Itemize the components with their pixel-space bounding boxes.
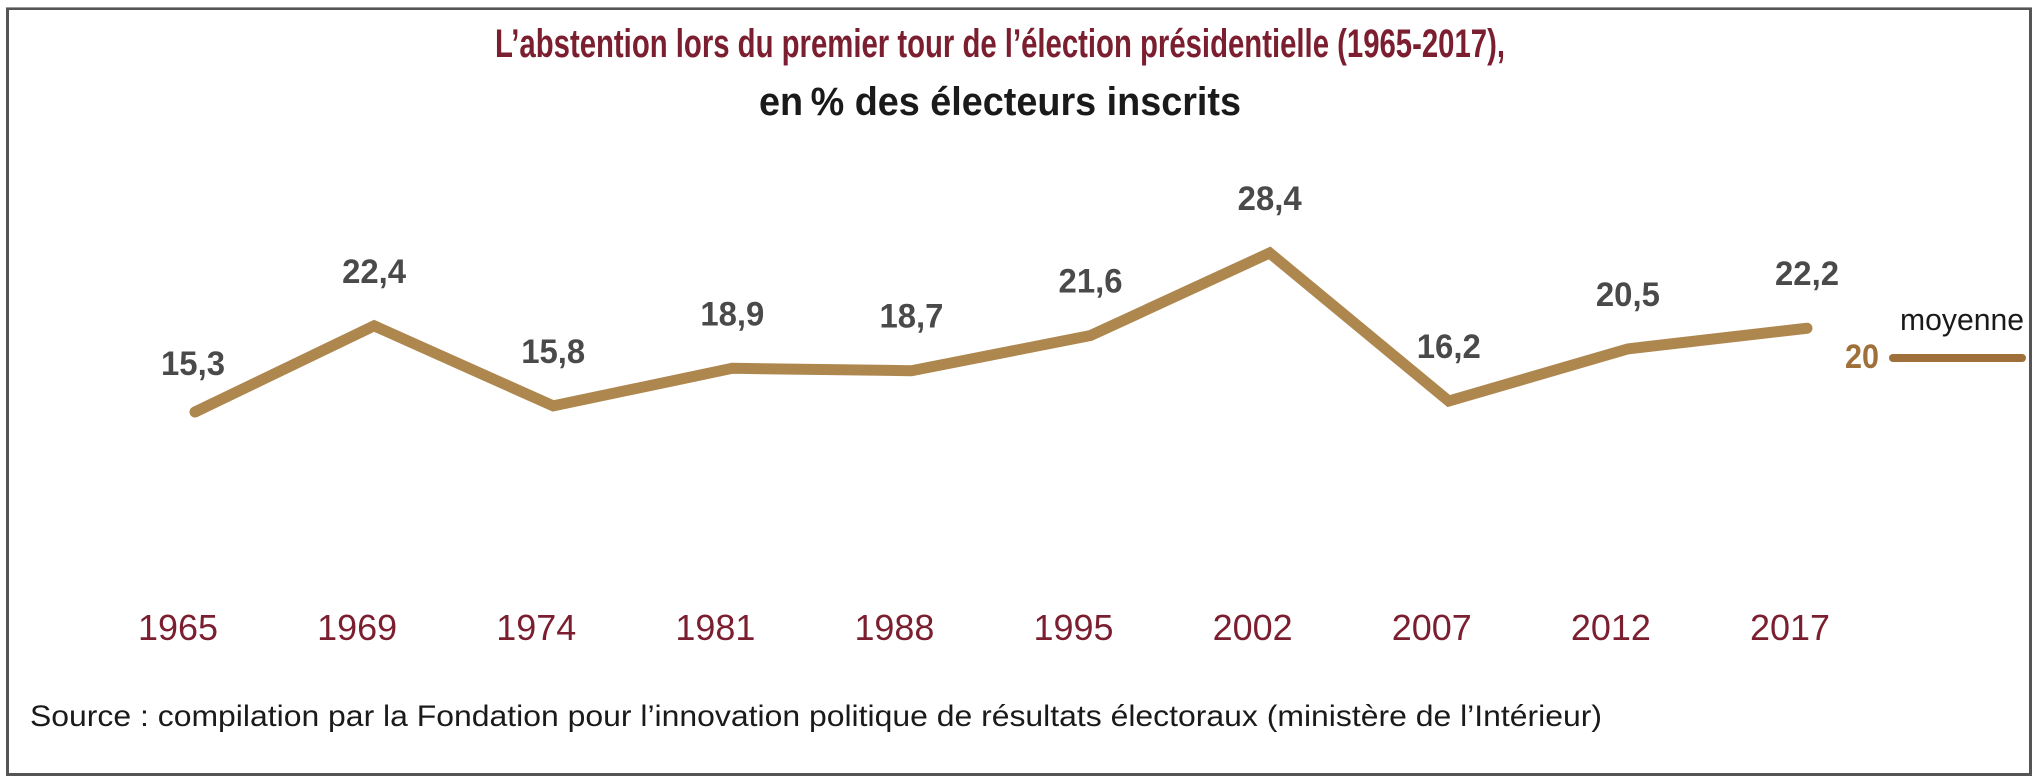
x-tick-2007: 2007 — [1392, 607, 1472, 648]
value-label-2002: 28,4 — [1238, 180, 1302, 218]
x-tick-1965: 1965 — [138, 607, 218, 648]
value-label-1995: 21,6 — [1059, 263, 1123, 301]
x-tick-1988: 1988 — [854, 607, 934, 648]
x-tick-1981: 1981 — [675, 607, 755, 648]
series-layer — [189, 246, 1813, 418]
x-tick-2017: 2017 — [1750, 607, 1830, 648]
x-tick-1969: 1969 — [317, 607, 397, 648]
value-label-2012: 20,5 — [1596, 276, 1660, 314]
value-label-1974: 15,8 — [521, 333, 585, 371]
chart-frame — [6, 7, 2032, 776]
x-tick-1995: 1995 — [1034, 607, 1114, 648]
value-label-1981: 18,9 — [700, 295, 764, 333]
value-label-2017: 22,2 — [1775, 255, 1839, 293]
value-label-1969: 22,4 — [342, 253, 406, 291]
value-label-2007: 16,2 — [1417, 328, 1481, 366]
chart-subtitle: en % des électeurs inscrits — [759, 80, 1241, 124]
x-tick-2012: 2012 — [1571, 607, 1651, 648]
value-label-1988: 18,7 — [879, 298, 943, 336]
chart-title: L’abstention lors du premier tour de l’é… — [495, 22, 1505, 66]
x-axis-ticks: 1965 1969 1974 1981 1988 1995 2002 2007 2012 2017 — [138, 607, 1830, 648]
average-legend: moyenne 20 — [1845, 302, 2026, 376]
average-label: moyenne — [1900, 302, 2024, 337]
x-tick-1974: 1974 — [496, 607, 576, 648]
value-labels: 15,3 22,4 15,8 18,9 18,7 21,6 28,4 16,2 20,5 22,2 — [161, 180, 1839, 383]
x-tick-2002: 2002 — [1213, 607, 1293, 648]
average-value: 20 — [1845, 338, 1879, 376]
series-line-abstention — [189, 246, 1813, 418]
source-note: Source : compilation par la Fondation po… — [30, 700, 1602, 733]
value-label-1965: 15,3 — [161, 345, 225, 383]
